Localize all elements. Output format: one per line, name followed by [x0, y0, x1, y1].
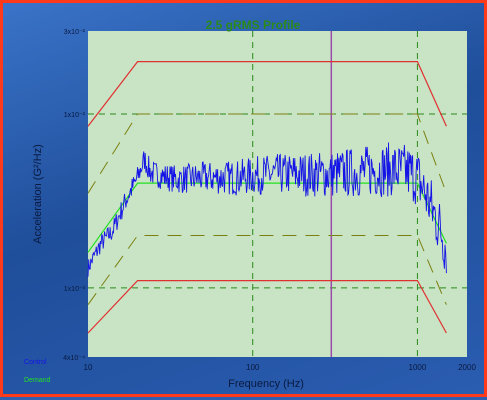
plot-area — [88, 31, 467, 357]
lower-abort-line — [87, 280, 447, 334]
x-tick-label: 1000 — [409, 363, 427, 372]
y-tick-label: 3x10⁻² — [64, 29, 86, 36]
upper-alarm-line — [87, 113, 447, 194]
y-tick-label: 1x10⁻³ — [64, 286, 86, 293]
y-axis-label: Acceleration (G²/Hz) — [32, 144, 44, 244]
tick-labels: 10 100 1000 2000 3x10⁻² 1x10⁻² 1x10⁻³ 4x10⁻⁴ — [63, 29, 476, 372]
upper-abort-line — [87, 61, 447, 127]
x-tick-label: 2000 — [458, 363, 476, 372]
x-axis-label: Frequency (Hz) — [228, 378, 304, 390]
control-spectrum-line — [87, 142, 447, 277]
series-lines — [87, 61, 447, 334]
y-tick-label: 1x10⁻² — [64, 112, 86, 119]
acceleration-psd-chart: 10 100 1000 2000 3x10⁻² 1x10⁻² 1x10⁻³ 4x10⁻⁴ 2.… — [24, 18, 476, 390]
x-tick-label: 100 — [246, 363, 260, 372]
x-tick-label: 10 — [84, 363, 93, 372]
legend-item-control: Control — [24, 359, 47, 366]
chart-title: 2.5 gRMS Profile — [206, 18, 301, 32]
lower-alarm-line — [87, 235, 447, 305]
legend-item-demand: Demand — [24, 377, 51, 384]
y-tick-label: 4x10⁻⁴ — [63, 355, 85, 362]
